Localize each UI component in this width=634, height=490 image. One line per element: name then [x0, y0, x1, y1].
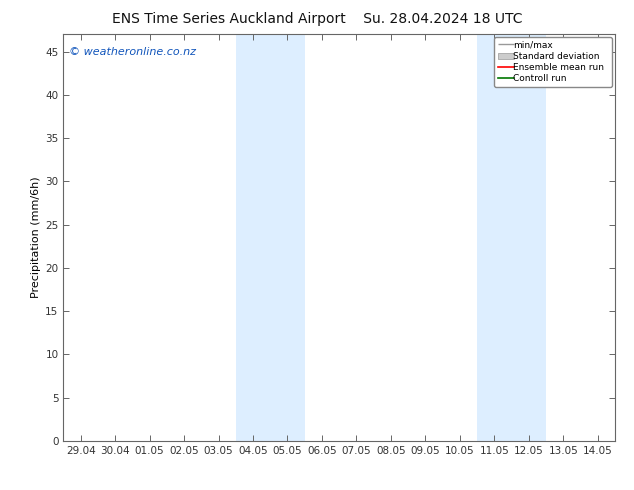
Text: ENS Time Series Auckland Airport    Su. 28.04.2024 18 UTC: ENS Time Series Auckland Airport Su. 28.… [112, 12, 522, 26]
Text: © weatheronline.co.nz: © weatheronline.co.nz [69, 47, 196, 56]
Bar [477, 34, 546, 441]
Y-axis label: Precipitation (mm/6h): Precipitation (mm/6h) [31, 177, 41, 298]
Legend: min/max, Standard deviation, Ensemble mean run, Controll run: min/max, Standard deviation, Ensemble me… [494, 37, 612, 87]
Bar [236, 34, 305, 441]
